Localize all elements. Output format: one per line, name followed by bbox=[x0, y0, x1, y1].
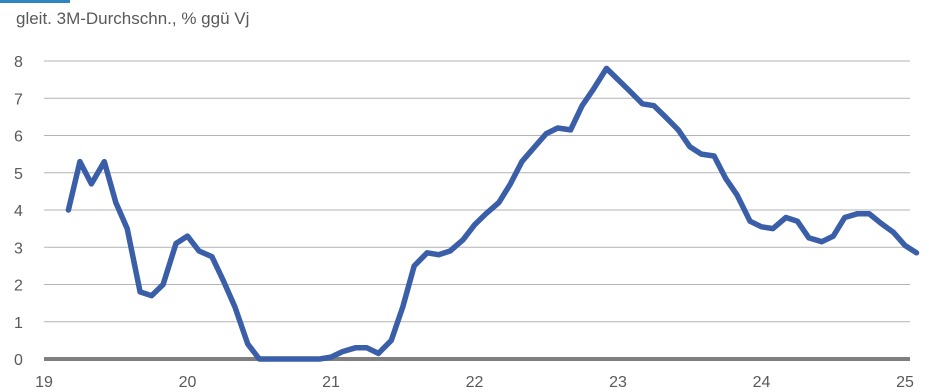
x-tick-label: 25 bbox=[896, 374, 914, 391]
y-tick-label: 3 bbox=[14, 240, 23, 257]
y-axis-tick-labels: 0 1 2 3 4 5 6 7 8 bbox=[14, 54, 23, 369]
y-tick-label: 7 bbox=[14, 91, 23, 108]
x-tick-label: 22 bbox=[466, 374, 484, 391]
y-tick-label: 0 bbox=[14, 352, 23, 369]
y-tick-label: 1 bbox=[14, 315, 23, 332]
y-tick-label: 4 bbox=[14, 203, 23, 220]
x-tick-label: 24 bbox=[753, 374, 771, 391]
chart-subtitle: gleit. 3M-Durchschn., % ggü Vj bbox=[16, 9, 250, 28]
header-accent-bar bbox=[0, 0, 70, 3]
series-line bbox=[65, 65, 920, 362]
y-tick-label: 6 bbox=[14, 129, 23, 146]
y-tick-label: 5 bbox=[14, 166, 23, 183]
x-axis-tick-labels: 19 20 21 22 23 24 25 bbox=[35, 374, 914, 391]
gridlines bbox=[44, 60, 910, 323]
x-tick-label: 19 bbox=[35, 374, 53, 391]
x-tick-label: 23 bbox=[609, 374, 627, 391]
x-tick-label: 20 bbox=[179, 374, 197, 391]
y-tick-label: 2 bbox=[14, 278, 23, 295]
x-tick-label: 21 bbox=[322, 374, 340, 391]
y-tick-label: 8 bbox=[14, 54, 23, 71]
